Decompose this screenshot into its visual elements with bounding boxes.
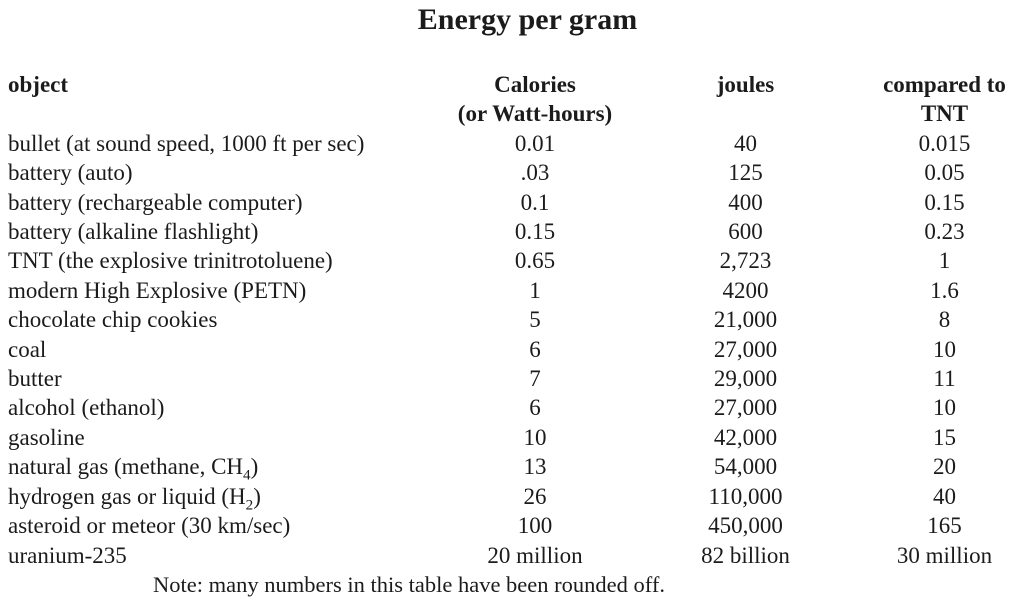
cell-joules: 27,000 [713,336,778,362]
cell-tnt: 11 [933,366,956,392]
cell-calories: 20 million [487,542,583,568]
cell-joules: 600 [728,219,763,245]
cell-joules: 2,723 [719,248,772,274]
cell-joules: 42,000 [713,424,778,450]
cell-object: battery (auto) [8,160,133,186]
cell-object: coal [8,336,47,362]
cell-calories: 5 [529,307,541,333]
page-title: Energy per gram [417,3,638,36]
cell-object: TNT (the explosive trinitrotoluene) [8,248,333,274]
cell-tnt: 1.6 [930,277,959,303]
cell-tnt: 8 [938,307,951,333]
cell-tnt: 10 [933,395,956,421]
cell-calories: 6 [529,395,541,421]
cell-calories: 6 [529,336,541,362]
cell-calories: 0.15 [514,219,556,245]
cell-tnt: 0.015 [918,130,971,156]
cell-calories: 0.1 [520,189,550,215]
cell-object: battery (rechargeable computer) [8,189,303,215]
cell-tnt: 40 [933,483,956,509]
cell-tnt: 0.23 [924,219,965,245]
cell-calories: 7 [529,366,541,392]
cell-calories: 13 [523,454,547,480]
column-header-compared-to-tnt: compared to TNT [866,70,1023,129]
cell-object: butter [8,366,62,392]
cell-joules: 110,000 [708,483,783,509]
cell-tnt: 20 [933,454,956,480]
cell-calories: .03 [520,160,550,186]
cell-object: asteroid or meteor (30 km/sec) [8,513,291,539]
cell-joules: 400 [728,189,763,215]
energy-table: object Calories (or Watt-hours) joules c… [0,70,1023,570]
column-header-object: object [8,72,69,97]
cell-object: battery (alkaline flashlight) [8,219,259,245]
cell-joules: 21,000 [713,307,778,333]
cell-calories: 0.65 [514,248,556,274]
cell-object: modern High Explosive (PETN) [8,277,307,303]
column-header-calories: Calories (or Watt-hours) [445,70,625,129]
column-header-compared-to-tnt-line2: TNT [920,101,969,127]
cell-tnt: 165 [927,513,962,539]
cell-joules: 29,000 [713,366,778,392]
cell-calories: 100 [517,513,553,539]
column-header-calories-line1: Calories [494,72,576,97]
cell-calories: 10 [523,424,547,450]
column-header-joules: joules [716,72,775,97]
cell-joules: 40 [734,130,757,156]
cell-tnt: 30 million [896,542,993,568]
cell-joules: 27,000 [713,395,778,421]
column-header-calories-line2: (or Watt-hours) [457,101,613,127]
cell-tnt: 0.15 [924,189,965,215]
cell-calories: 0.01 [514,130,556,156]
cell-joules: 4200 [722,277,769,303]
cell-joules: 450,000 [708,513,783,539]
cell-joules: 125 [728,160,763,186]
cell-calories: 26 [523,483,547,509]
column-header-compared-to-tnt-line1: compared to [883,72,1006,97]
cell-object: chocolate chip cookies [8,307,218,333]
cell-joules: 82 billion [701,542,790,568]
cell-tnt: 1 [938,248,951,274]
cell-object: gasoline [8,424,85,450]
cell-tnt: 10 [933,336,956,362]
cell-object: bullet (at sound speed, 1000 ft per sec) [8,130,365,156]
cell-object: uranium-235 [8,542,127,568]
cell-object: alcohol (ethanol) [8,395,165,421]
cell-joules: 54,000 [713,454,778,480]
cell-tnt: 15 [933,424,956,450]
cell-tnt: 0.05 [924,160,965,186]
cell-calories: 1 [529,277,541,303]
cell-object: natural gas (methane, CH4) [8,454,259,484]
cell-object: hydrogen gas or liquid (H2) [8,483,261,514]
table-note: Note: many numbers in this table have be… [153,571,665,597]
